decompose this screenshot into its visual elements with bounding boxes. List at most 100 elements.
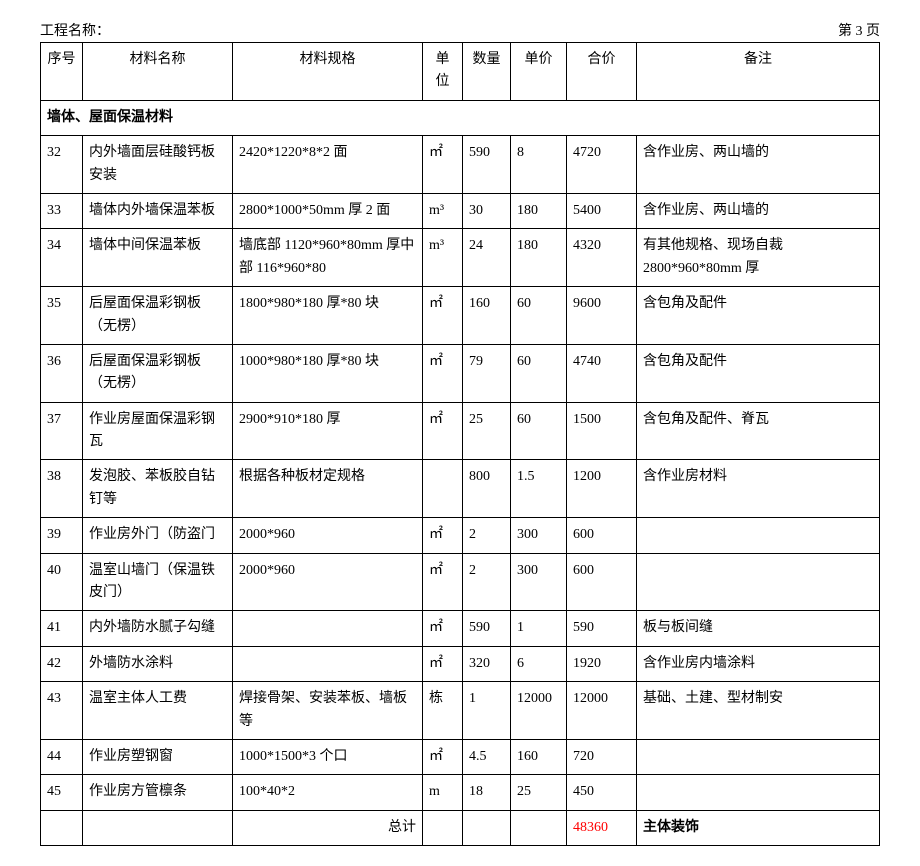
cell-price: 1 [511,611,567,646]
cell-seq: 37 [41,402,83,460]
cell-total: 590 [567,611,637,646]
cell-unit: m [423,775,463,810]
cell-name: 内外墙防水腻子勾缝 [83,611,233,646]
cell-unit [423,460,463,518]
table-row: 34墙体中间保温苯板墙底部 1120*960*80mm 厚中部 116*960*… [41,229,880,287]
cell-qty: 30 [463,193,511,228]
page-number-label: 第 3 页 [838,20,880,40]
cell-note: 基础、土建、型材制安 [637,682,880,740]
materials-table: 序号 材料名称 材料规格 单位 数量 单价 合价 备注 墙体、屋面保温材料 32… [40,42,880,846]
cell-spec: 1000*1500*3 个口 [233,739,423,774]
cell-seq: 39 [41,518,83,553]
cell-seq: 41 [41,611,83,646]
cell-total: 600 [567,518,637,553]
cell-total: 720 [567,739,637,774]
cell-price: 180 [511,193,567,228]
table-row: 39作业房外门（防盗门2000*960㎡2300600 [41,518,880,553]
cell-seq: 32 [41,136,83,194]
cell-price: 180 [511,229,567,287]
cell-seq: 40 [41,553,83,611]
cell-note [637,739,880,774]
cell-price: 300 [511,553,567,611]
table-row: 32内外墙面层硅酸钙板安装2420*1220*8*2 面㎡59084720含作业… [41,136,880,194]
table-row: 44作业房塑钢窗1000*1500*3 个口㎡4.5160720 [41,739,880,774]
cell-qty: 1 [463,682,511,740]
cell-unit: ㎡ [423,402,463,460]
footer-empty-4 [463,810,511,845]
cell-seq: 45 [41,775,83,810]
cell-unit: ㎡ [423,136,463,194]
table-row: 36后屋面保温彩钢板（无楞）1000*980*180 厚*80 块㎡796047… [41,344,880,402]
cell-qty: 590 [463,611,511,646]
cell-total: 4720 [567,136,637,194]
cell-price: 60 [511,344,567,402]
cell-price: 8 [511,136,567,194]
cell-qty: 320 [463,646,511,681]
cell-unit: ㎡ [423,611,463,646]
cell-total: 1500 [567,402,637,460]
cell-unit: ㎡ [423,646,463,681]
table-row: 35后屋面保温彩钢板（无楞）1800*980*180 厚*80 块㎡160609… [41,287,880,345]
cell-unit: 栋 [423,682,463,740]
cell-note: 含包角及配件 [637,287,880,345]
cell-name: 作业房方管檩条 [83,775,233,810]
col-header-note: 备注 [637,43,880,101]
col-header-total: 合价 [567,43,637,101]
table-row: 42外墙防水涂料 ㎡32061920含作业房内墙涂料 [41,646,880,681]
cell-total: 4740 [567,344,637,402]
cell-name: 外墙防水涂料 [83,646,233,681]
cell-note: 板与板间缝 [637,611,880,646]
cell-qty: 590 [463,136,511,194]
cell-seq: 38 [41,460,83,518]
table-header-row: 序号 材料名称 材料规格 单位 数量 单价 合价 备注 [41,43,880,101]
cell-seq: 42 [41,646,83,681]
cell-price: 25 [511,775,567,810]
cell-spec: 焊接骨架、安装苯板、墙板等 [233,682,423,740]
footer-note: 主体装饰 [637,810,880,845]
cell-spec: 根据各种板材定规格 [233,460,423,518]
footer-empty-5 [511,810,567,845]
table-row: 43温室主体人工费焊接骨架、安装苯板、墙板等栋11200012000基础、土建、… [41,682,880,740]
cell-unit: ㎡ [423,344,463,402]
cell-note [637,775,880,810]
cell-spec: 100*40*2 [233,775,423,810]
cell-seq: 33 [41,193,83,228]
table-footer-row: 总计 48360 主体装饰 [41,810,880,845]
col-header-spec: 材料规格 [233,43,423,101]
cell-note: 含作业房材料 [637,460,880,518]
footer-total-label: 总计 [233,810,423,845]
col-header-name: 材料名称 [83,43,233,101]
cell-qty: 2 [463,553,511,611]
cell-unit: m³ [423,229,463,287]
cell-spec: 2900*910*180 厚 [233,402,423,460]
project-name-label: 工程名称： [40,20,110,40]
cell-qty: 160 [463,287,511,345]
footer-total-value: 48360 [567,810,637,845]
footer-empty-2 [83,810,233,845]
cell-name: 温室主体人工费 [83,682,233,740]
cell-seq: 43 [41,682,83,740]
cell-note: 有其他规格、现场自裁2800*960*80mm 厚 [637,229,880,287]
cell-total: 9600 [567,287,637,345]
cell-name: 发泡胶、苯板胶自钻钉等 [83,460,233,518]
cell-price: 6 [511,646,567,681]
col-header-seq: 序号 [41,43,83,101]
table-row: 41内外墙防水腻子勾缝㎡5901590板与板间缝 [41,611,880,646]
cell-total: 600 [567,553,637,611]
cell-name: 墙体中间保温苯板 [83,229,233,287]
cell-name: 后屋面保温彩钢板（无楞） [83,287,233,345]
cell-seq: 34 [41,229,83,287]
cell-total: 1920 [567,646,637,681]
cell-spec: 2420*1220*8*2 面 [233,136,423,194]
cell-name: 作业房屋面保温彩钢瓦 [83,402,233,460]
cell-spec [233,611,423,646]
cell-note: 含包角及配件、脊瓦 [637,402,880,460]
cell-total: 4320 [567,229,637,287]
cell-total: 1200 [567,460,637,518]
cell-qty: 79 [463,344,511,402]
cell-note: 含作业房、两山墙的 [637,136,880,194]
cell-note: 含包角及配件 [637,344,880,402]
cell-note: 含作业房内墙涂料 [637,646,880,681]
cell-spec: 2000*960 [233,553,423,611]
cell-unit: ㎡ [423,553,463,611]
